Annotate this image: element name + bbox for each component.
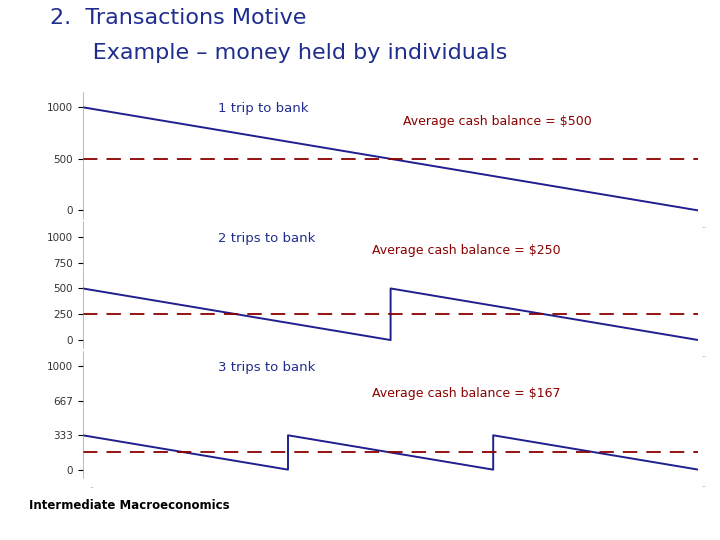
Text: Intermediate Macroeconomics: Intermediate Macroeconomics bbox=[29, 499, 230, 512]
Text: Average cash balance = $500: Average cash balance = $500 bbox=[403, 114, 592, 127]
Text: ..: .. bbox=[701, 480, 707, 489]
Text: Example – money held by individuals: Example – money held by individuals bbox=[50, 43, 508, 63]
Text: Average cash balance = $250: Average cash balance = $250 bbox=[372, 244, 561, 257]
Text: 3 trips to bank: 3 trips to bank bbox=[218, 361, 315, 374]
Text: 1 trip to bank: 1 trip to bank bbox=[218, 102, 309, 115]
Text: ..: .. bbox=[89, 481, 94, 490]
Text: Average cash balance = $167: Average cash balance = $167 bbox=[372, 387, 561, 400]
Text: 2.  Transactions Motive: 2. Transactions Motive bbox=[50, 8, 307, 28]
Text: ..: .. bbox=[701, 220, 707, 230]
Text: ..: .. bbox=[89, 222, 94, 231]
Text: ..: .. bbox=[89, 352, 94, 360]
Text: 2 trips to bank: 2 trips to bank bbox=[218, 232, 315, 245]
Text: ..: .. bbox=[701, 350, 707, 359]
